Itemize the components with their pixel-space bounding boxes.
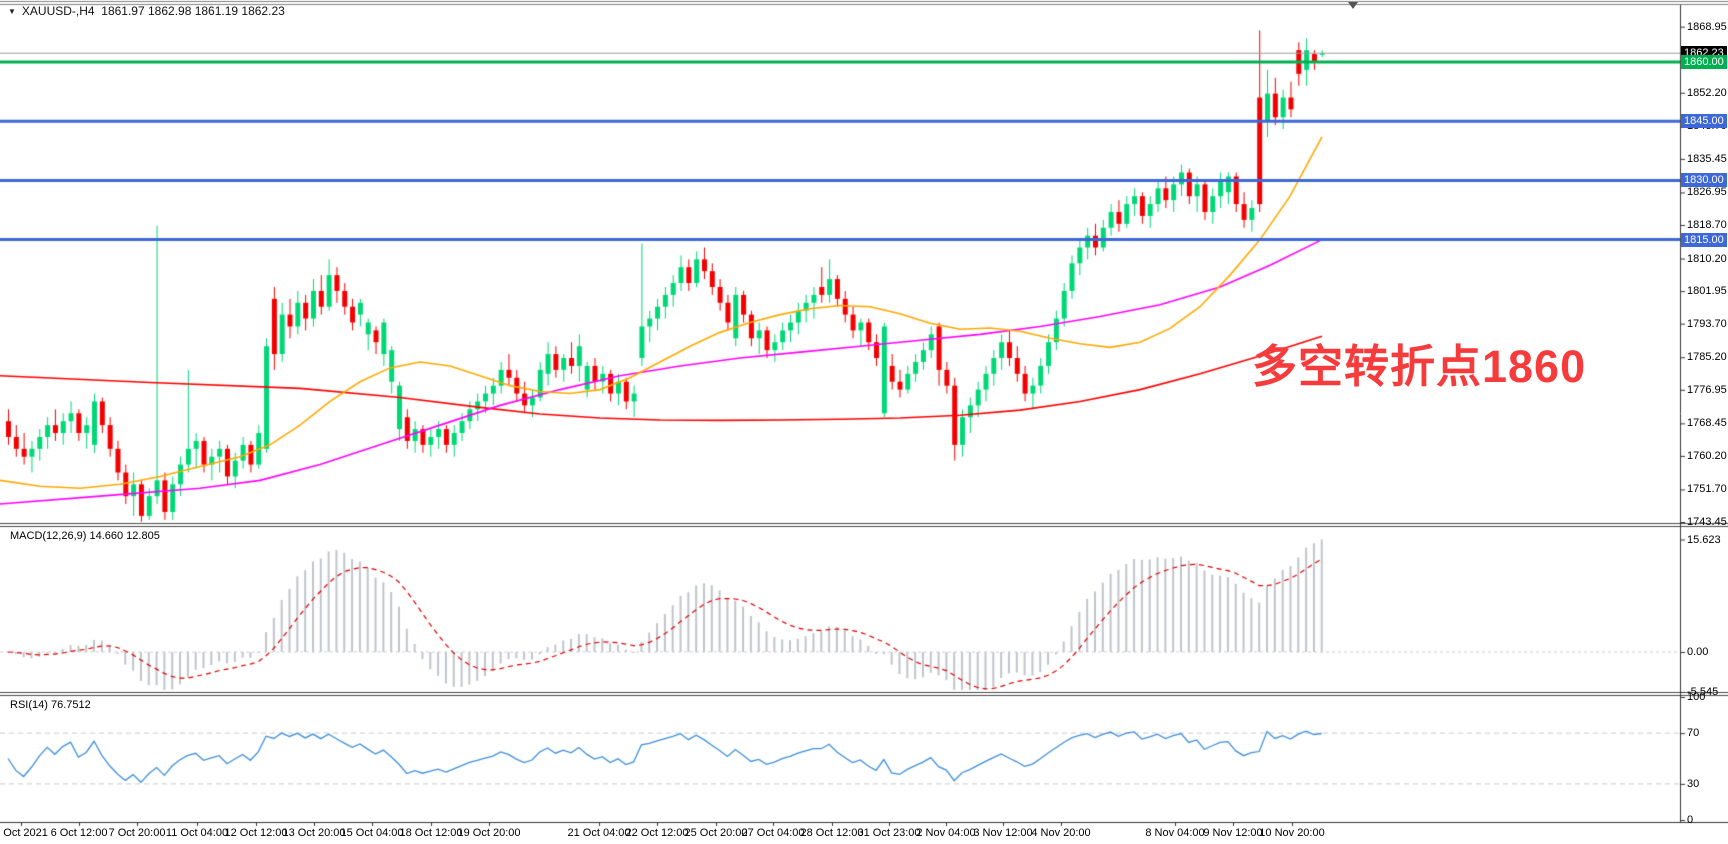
time-axis-label: 3 Nov 12:00 (973, 827, 1033, 839)
ohlc-values: 1861.97 1862.98 1861.19 1862.23 (101, 4, 285, 18)
price-badge-blue-level[interactable]: 1830.00 (1681, 173, 1727, 188)
rsi-scale-label: 30 (1687, 777, 1700, 790)
rsi-scale-label: 100 (1687, 691, 1706, 703)
time-axis-label: 7 Oct 20:00 (108, 827, 166, 839)
time-axis-label: 4 Nov 20:00 (1031, 827, 1091, 839)
macd-indicator-label: MACD(12,26,9) 14.660 12.805 (10, 530, 160, 542)
time-axis-label: 19 Oct 20:00 (457, 827, 521, 839)
price-badge-blue-level[interactable]: 1845.00 (1681, 114, 1727, 129)
time-axis-label: 2 Nov 04:00 (916, 827, 976, 839)
time-axis-label: 12 Oct 12:00 (224, 827, 288, 839)
price-tick-label: 1793.70 (1687, 317, 1727, 330)
macd-scale-label: -5.545 (1687, 685, 1719, 698)
rsi-scale-label: 0 (1687, 814, 1694, 826)
price-tick-label: 1818.70 (1687, 219, 1727, 231)
price-tick-label: 1826.95 (1687, 186, 1727, 199)
price-tick-label: 1743.45 (1687, 516, 1727, 529)
macd-scale-label: 0.00 (1687, 646, 1709, 658)
price-tick-label: 1810.20 (1687, 252, 1727, 265)
time-axis-label: 9 Nov 12:00 (1203, 827, 1263, 839)
time-axis-label: 25 Oct 20:00 (684, 827, 748, 839)
price-tick-label: 1760.20 (1687, 449, 1727, 462)
price-tick-label: 1801.95 (1687, 285, 1727, 298)
time-axis-label: 8 Nov 04:00 (1145, 827, 1205, 839)
symbol-period-label: XAUUSD-,H4 (21, 4, 95, 18)
time-axis-label: 18 Oct 12:00 (399, 827, 463, 839)
time-axis-label: 28 Oct 12:00 (800, 827, 864, 839)
time-axis-label: 15 Oct 04:00 (340, 827, 404, 839)
time-axis-label: 27 Oct 04:00 (741, 827, 805, 839)
price-badge-blue-level[interactable]: 1815.00 (1681, 232, 1727, 247)
time-axis-label: 5 Oct 2021 (0, 827, 48, 839)
symbol-info: ▼ XAUUSD-,H4 1861.97 1862.98 1861.19 1862… (8, 5, 285, 19)
time-axis-label: 22 Oct 12:00 (625, 827, 689, 839)
time-axis-label: 21 Oct 04:00 (567, 827, 631, 839)
chart-shift-marker-icon[interactable] (1348, 2, 1358, 9)
annotation-text: 多空转折点1860 (1252, 341, 1587, 392)
symbol-dropdown-icon[interactable]: ▼ (8, 7, 16, 16)
price-tick-label: 1852.20 (1687, 86, 1727, 99)
time-axis-label: 6 Oct 12:00 (50, 827, 108, 839)
price-badge-green-level[interactable]: 1860.00 (1681, 55, 1727, 69)
rsi-scale-label: 70 (1687, 727, 1700, 740)
rsi-indicator-label: RSI(14) 76.7512 (10, 699, 91, 711)
price-tick-label: 1835.45 (1687, 152, 1727, 165)
price-tick-label: 1776.95 (1687, 383, 1727, 396)
price-tick-label: 1768.45 (1687, 417, 1727, 430)
price-tick-label: 1785.20 (1687, 351, 1727, 364)
macd-scale-label: 15.623 (1687, 533, 1721, 546)
price-tick-label: 1868.95 (1687, 20, 1727, 33)
time-axis-label: 11 Oct 04:00 (165, 827, 229, 839)
time-axis-label: 10 Nov 20:00 (1259, 827, 1325, 839)
price-tick-label: 1751.70 (1687, 483, 1727, 496)
time-axis-label: 31 Oct 23:00 (857, 827, 921, 839)
time-axis-label: 13 Oct 20:00 (282, 827, 346, 839)
